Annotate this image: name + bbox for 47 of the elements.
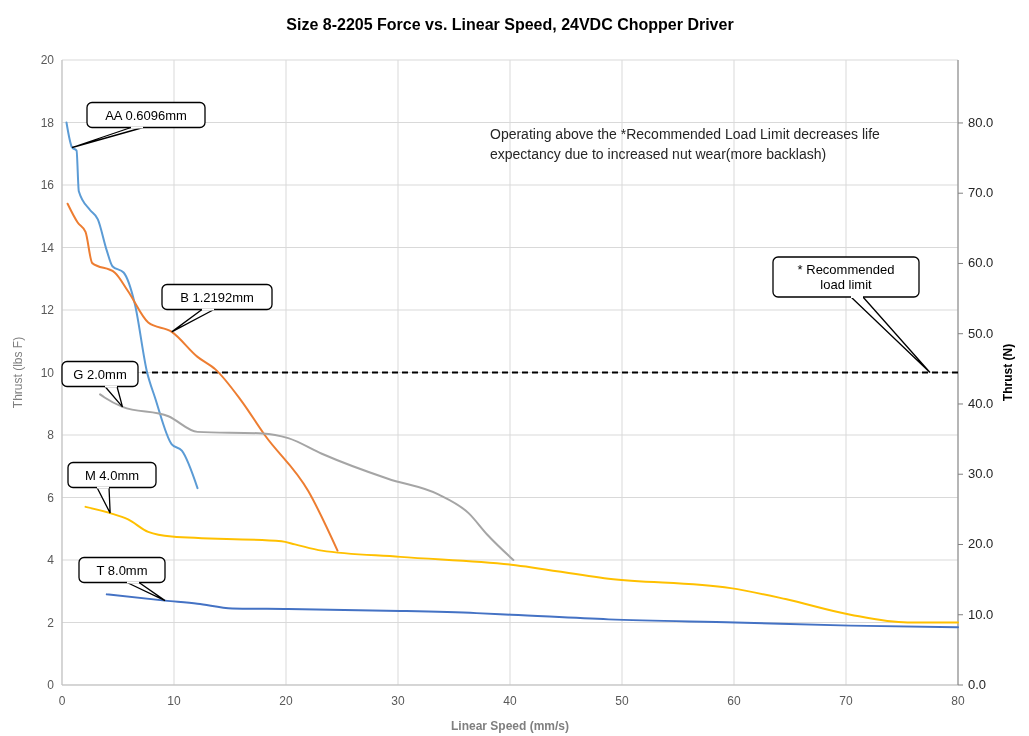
x-tick-label: 10: [167, 694, 181, 708]
series-label: G 2.0mm: [73, 366, 127, 382]
series-label: M 4.0mm: [84, 467, 140, 483]
y-tick-label: 12: [40, 303, 55, 317]
annotation: * Recommended load limit: [797, 262, 895, 292]
y2-tick-label: 60.0: [968, 255, 994, 271]
y-tick-label: 0: [47, 678, 55, 692]
y-tick-label: 6: [47, 490, 55, 505]
line-series: [84, 505, 959, 624]
y-tick-label: 14: [40, 240, 55, 255]
chart-title: Size 8-2205 Force vs. Linear Speed, 24VDC Chopper Driver: [286, 16, 734, 33]
callout: * Recommended load limit: [772, 256, 931, 374]
y-tick-label: 18: [40, 115, 55, 130]
callout: G 2.0mm: [61, 360, 139, 408]
x-tick-label: 40: [503, 694, 517, 708]
x-tick-label: 50: [615, 694, 629, 708]
y-tick-label: 10: [40, 365, 55, 380]
y2-tick-label: 80.0: [968, 114, 994, 130]
y2-tick-label: 40.0: [968, 395, 994, 411]
y2-tick-label: 70.0: [968, 185, 994, 201]
callout: M 4.0mm: [67, 461, 157, 514]
x-tick-label: 60: [727, 694, 741, 708]
series-label: T 8.0mm: [96, 562, 148, 578]
y-tick-label: 16: [40, 178, 55, 192]
y2-tick-label: 0.0: [968, 677, 987, 692]
callout: B 1.2192mm: [161, 283, 273, 333]
y-axis-title: Thrust (lbs F): [11, 336, 25, 409]
line-series: [105, 593, 959, 629]
annotation: Operating above the *Recommended Load Limit decreases life expectancy due to increased nut wear(more backlash): [490, 126, 881, 162]
x-axis-title: Linear Speed (mm/s): [450, 719, 570, 733]
y2-axis-title: Thrust (N): [1001, 343, 1015, 402]
x-tick-label: 0: [58, 694, 66, 708]
y2-tick-label: 10.0: [968, 606, 994, 622]
y2-tick-label: 50.0: [968, 325, 994, 341]
callout: AA 0.6096mm: [71, 101, 206, 149]
x-tick-label: 30: [391, 694, 405, 708]
line-series: [66, 202, 339, 552]
y2-tick-label: 30.0: [968, 466, 994, 482]
callout: T 8.0mm: [78, 556, 166, 602]
x-tick-label: 70: [839, 694, 853, 708]
y-tick-label: 2: [47, 615, 55, 630]
y2-tick-label: 20.0: [968, 536, 994, 552]
y-tick-label: 8: [47, 428, 55, 442]
x-tick-label: 20: [279, 694, 293, 708]
y-tick-label: 20: [40, 53, 55, 67]
x-tick-label: 80: [951, 694, 965, 708]
y-tick-label: 4: [47, 553, 55, 567]
